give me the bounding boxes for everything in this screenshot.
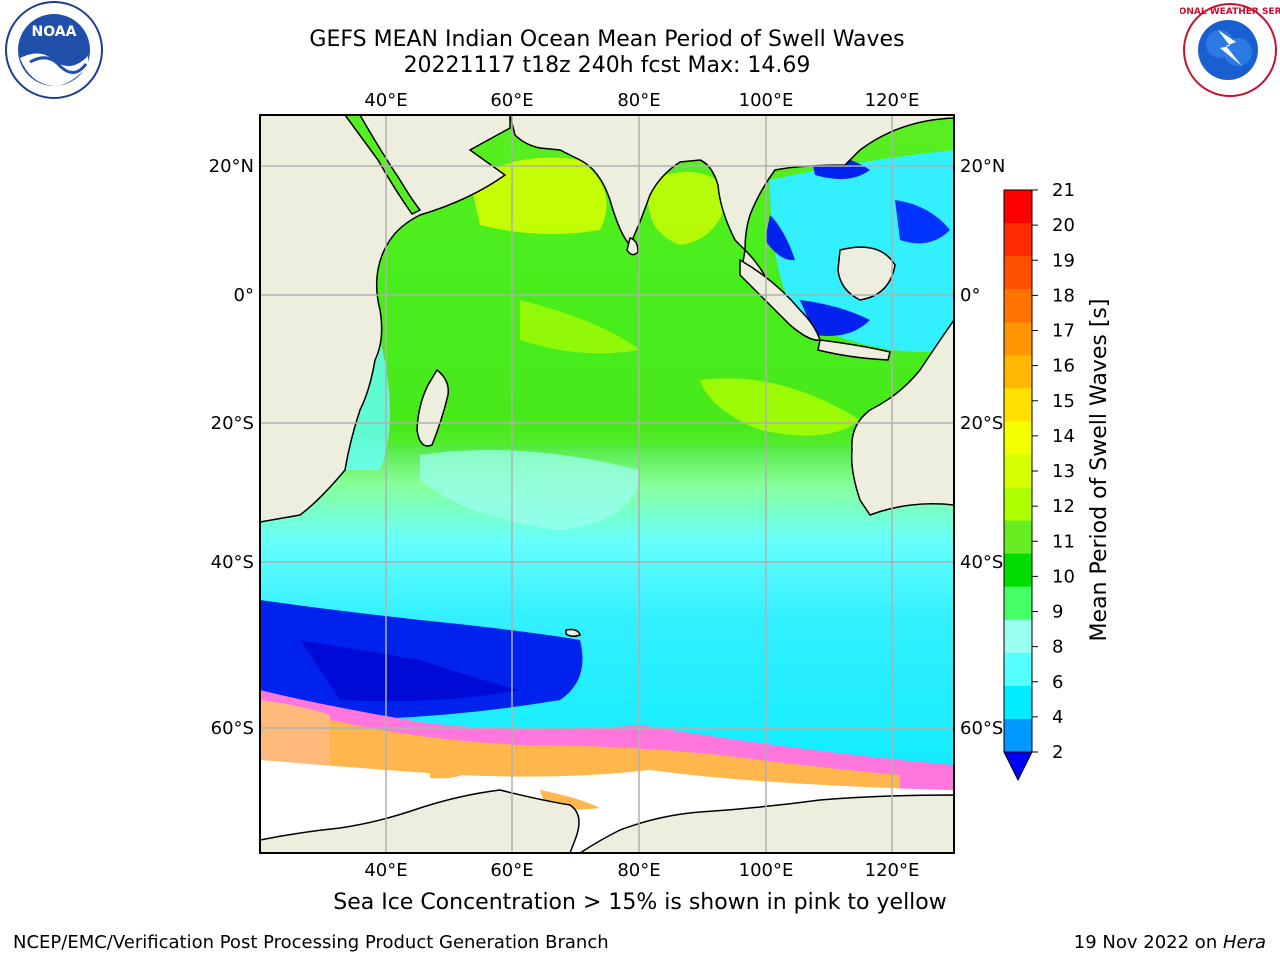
lat-label: 20°S [960,413,1003,434]
lat-label: 20°N [960,156,1005,177]
lat-label: 20°N [209,156,254,177]
antarctica-land-east [578,794,954,853]
nws-logo: NATIONAL WEATHER SERVICE [1180,3,1280,97]
colorbar-segment [1004,685,1032,720]
colorbar-segment [1004,190,1032,224]
host-name: Hera [1222,932,1266,953]
lat-labels-left: 20°N 0° 20°S 40°S 60°S [209,156,254,739]
lat-label: 0° [960,285,980,306]
chart-title: GEFS MEAN Indian Ocean Mean Period of Sw… [309,27,905,52]
lon-label: 120°E [865,860,920,881]
colorbar-segment [1004,586,1032,621]
noaa-logo: NOAA [5,1,103,99]
colorbar-segment [1004,322,1032,356]
colorbar-tick-label: 4 [1052,707,1063,728]
sea-ice-note: Sea Ice Concentration > 15% is shown in … [333,890,947,915]
colorbar-tick-label: 8 [1052,637,1063,658]
colorbar-segment [1004,289,1032,323]
production-date: 19 Nov 2022 on Hera [1074,932,1266,953]
lon-label: 100°E [739,860,794,881]
colorbar-tick-label: 19 [1052,250,1075,271]
africa-land [260,115,511,523]
colorbar-segment [1004,421,1032,455]
colorbar-tick-label: 2 [1052,742,1063,763]
colorbar-tick-label: 10 [1052,566,1075,587]
colorbar-segment [1004,487,1032,522]
lon-label: 40°E [364,90,407,111]
colorbar-tick-label: 13 [1052,461,1075,482]
svg-text:NATIONAL WEATHER SERVICE: NATIONAL WEATHER SERVICE [1180,7,1280,17]
colorbar-extend-triangle [1003,751,1033,782]
colorbar-segment [1004,553,1032,588]
noaa-logo-text: NOAA [32,24,77,40]
colorbar-tick-label: 14 [1052,426,1075,447]
date-prefix: 19 Nov 2022 on [1073,932,1223,953]
lat-label: 60°S [211,718,254,739]
colorbar-tick-label: 20 [1052,215,1075,236]
colorbar-tick-label: 12 [1052,496,1075,517]
colorbar-segment [1004,454,1032,489]
colorbar-segment [1004,652,1032,687]
lon-label: 80°E [617,90,660,111]
colorbar-segment [1004,388,1032,422]
colorbar-segment [1004,355,1032,389]
colorbar-label: Mean Period of Swell Waves [s] [1087,299,1112,642]
antarctica-land-west [260,789,580,853]
colorbar-tick-label: 16 [1052,356,1075,377]
lon-label: 120°E [865,90,920,111]
colorbar-segment [1004,619,1032,654]
chart-subtitle: 20221117 t18z 240h fcst Max: 14.69 [403,53,811,78]
colorbar-tick-label: 6 [1052,672,1063,693]
colorbar-tick-label: 18 [1052,285,1075,306]
colorbar-segment [1004,718,1032,753]
colorbar-tick-label: 15 [1052,391,1075,412]
colorbar-tick-label: 17 [1052,321,1075,342]
lon-labels-bottom: 40°E 60°E 80°E 100°E 120°E [364,860,919,881]
colorbar-tick-label: 9 [1052,602,1063,623]
lon-label: 40°E [364,860,407,881]
lat-label: 40°S [960,552,1003,573]
producer-credit: NCEP/EMC/Verification Post Processing Pr… [13,932,609,953]
lat-label: 0° [234,285,254,306]
colorbar-tick-label: 21 [1052,180,1075,201]
colorbar-segment [1004,256,1032,290]
lon-labels-top: 40°E 60°E 80°E 100°E 120°E [364,90,919,111]
lon-label: 80°E [617,860,660,881]
colorbar-segment [1004,520,1032,555]
colorbar-segment [1004,223,1032,257]
colorbar-tick-label: 11 [1052,531,1075,552]
lat-labels-right: 20°N 0° 20°S 40°S 60°S [960,156,1005,739]
madagascar-land [416,368,450,447]
map-frame [259,114,955,854]
graticule [260,115,954,853]
lon-label: 60°E [490,860,533,881]
lat-label: 60°S [960,718,1003,739]
lat-label: 40°S [211,552,254,573]
lon-label: 100°E [739,90,794,111]
lon-label: 60°E [490,90,533,111]
colorbar: 21 20 19 18 17 16 15 14 13 12 11 10 9 8 6 4 2 [1003,180,1075,782]
lat-label: 20°S [211,413,254,434]
asia-land [509,115,954,252]
landmasses [260,115,954,853]
